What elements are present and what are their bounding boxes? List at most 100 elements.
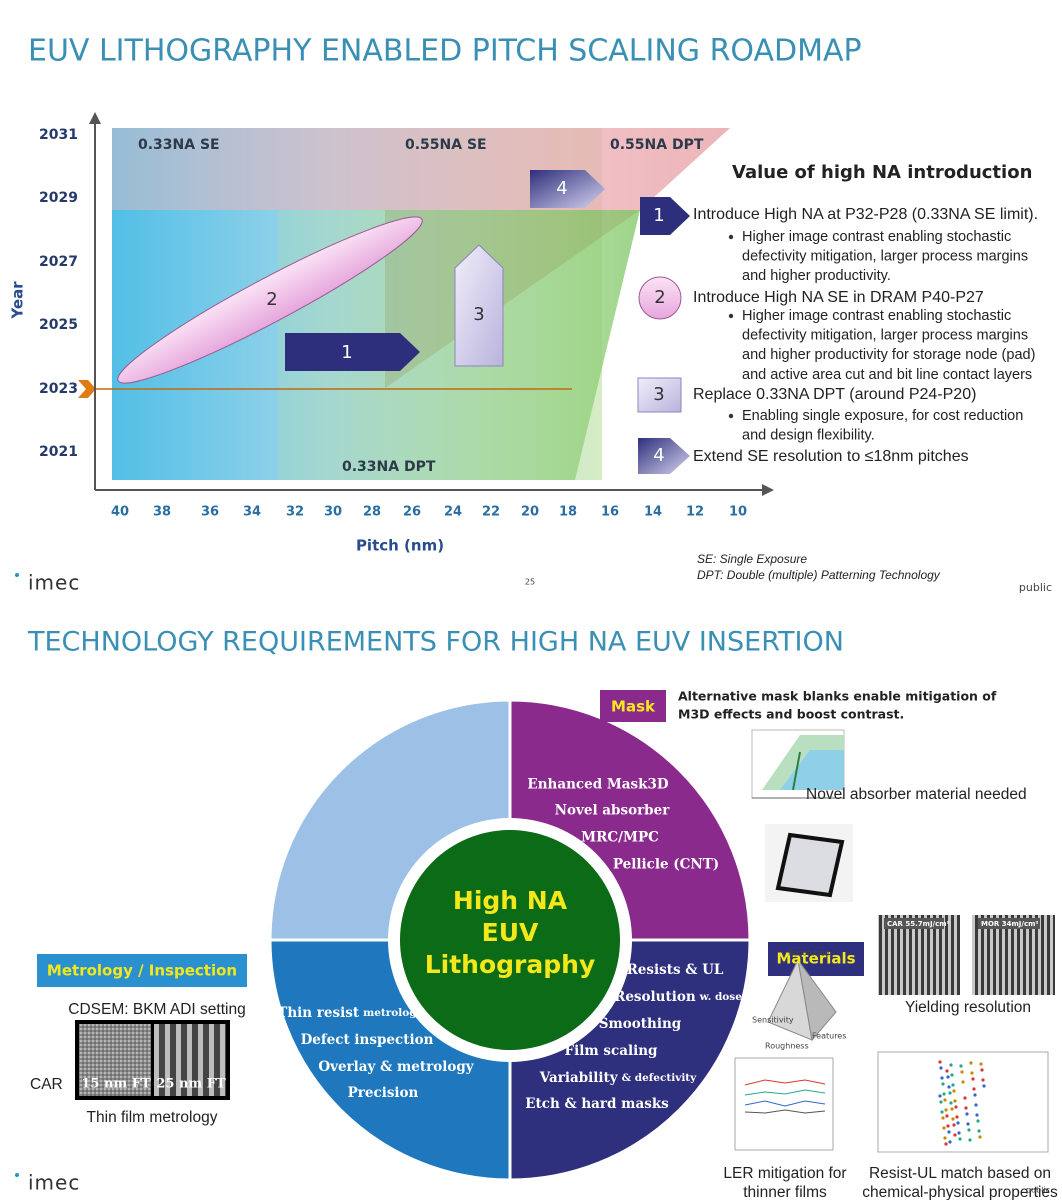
caption: CDSEM: BKM ADI setting: [68, 1001, 245, 1018]
dot: [978, 1135, 982, 1139]
segment-main: Film scaling: [565, 1043, 658, 1059]
sem-label: CAR 55.7mJ/cm²: [887, 920, 950, 928]
region-label: 0.55NA DPT: [610, 137, 704, 153]
year-label: 2029: [39, 190, 78, 206]
segment-main: Defect inspection: [301, 1032, 434, 1048]
item-number: 1: [653, 205, 664, 226]
dot: [946, 1124, 950, 1128]
icon-2: [638, 276, 682, 320]
region-label: 0.55NA SE: [405, 137, 487, 153]
caption: Resist-UL match based on: [869, 1165, 1051, 1182]
dot: [956, 1121, 960, 1125]
dot: [939, 1066, 943, 1070]
segment-label: Thin resist metrology: [277, 1005, 423, 1021]
pitch-label: 36: [201, 505, 219, 520]
logo-dot: [15, 1173, 19, 1177]
caption: LER mitigation for: [723, 1165, 846, 1182]
slide-requirements: [37, 690, 1055, 1182]
caption: Yielding resolution: [905, 999, 1031, 1016]
marker-label: 3: [473, 304, 484, 325]
pitch-label: 26: [403, 505, 421, 520]
marker-2: [117, 216, 423, 384]
pitch-label: 24: [444, 505, 462, 520]
box-label: Mask: [611, 698, 656, 716]
dot: [949, 1101, 953, 1105]
dot: [944, 1108, 948, 1112]
triangle-label: Roughness: [765, 1042, 809, 1051]
dot: [942, 1092, 946, 1096]
dot: [944, 1142, 948, 1146]
segment-label: Resists & UL: [627, 962, 724, 978]
dot: [947, 1130, 951, 1134]
segment-main: Resolution: [614, 989, 696, 1005]
dot: [940, 1076, 944, 1080]
dot: [971, 1077, 975, 1081]
pellicle-image: [765, 824, 853, 902]
hub-label: Lithography: [425, 950, 596, 979]
dot: [968, 1138, 972, 1142]
pitch-label: 28: [363, 505, 381, 520]
classification: public: [1026, 1186, 1050, 1195]
pitch-label: 20: [521, 505, 539, 520]
pitch-label: 38: [153, 505, 171, 520]
segment-label: Pellicle (CNT): [613, 857, 719, 873]
zone: [780, 750, 844, 790]
region-label: 0.33NA DPT: [342, 459, 436, 475]
panel-title: Value of high NA introduction: [732, 162, 1032, 183]
bullet-text: and higher productivity for storage node…: [742, 347, 1035, 363]
footnote: SE: Single Exposure: [697, 552, 807, 566]
materials-box: [768, 942, 864, 976]
segment-label: Film scaling: [565, 1043, 658, 1059]
dot: [979, 1062, 983, 1066]
absorber-chart: [751, 729, 845, 799]
dot: [952, 1123, 956, 1127]
ler-chart: [734, 1057, 834, 1151]
triangle-label: Features: [812, 1032, 846, 1041]
pitch-label: 32: [286, 505, 304, 520]
logo-dot: [15, 573, 19, 577]
segment-main: Thin resist: [277, 1005, 360, 1021]
y-axis-arrow: [89, 112, 101, 124]
y-axis-label: Year: [9, 281, 27, 320]
dot: [951, 1083, 955, 1087]
year-label: 2021: [39, 444, 78, 460]
dot: [950, 1107, 954, 1111]
triangle-label: Sensitivity: [752, 1016, 794, 1025]
pitch-label: 40: [111, 505, 129, 520]
dot: [940, 1110, 944, 1114]
slide-roadmap: [78, 112, 774, 496]
dot: [941, 1116, 945, 1120]
segment-main: Variability: [539, 1070, 619, 1086]
logo: imec: [28, 571, 80, 595]
bullet-text: Enabling single exposure, for cost reduc…: [742, 408, 1023, 424]
dot: [967, 1128, 971, 1132]
dot: [938, 1060, 942, 1064]
dot: [964, 1106, 968, 1110]
item-heading: Replace 0.33NA DPT (around P24-P20): [693, 386, 976, 403]
dot: [950, 1073, 954, 1077]
year-label: 2023: [39, 381, 78, 397]
hub: [400, 830, 620, 1050]
triangle-label: Resolution: [788, 949, 830, 958]
bullet: [728, 234, 734, 240]
region-overlap: [385, 210, 640, 388]
marker-label: 2: [266, 289, 277, 310]
sem-label: 15 nm FT: [81, 1077, 151, 1092]
classification: public: [1019, 581, 1052, 594]
dot: [939, 1100, 943, 1104]
hub-label: EUV: [482, 918, 539, 947]
dot: [957, 1131, 961, 1135]
bullet-text: and higher productivity.: [742, 268, 891, 284]
arrow: [792, 751, 801, 791]
dot: [952, 1089, 956, 1093]
dot: [951, 1117, 955, 1121]
segment-small: w. dose: [699, 991, 743, 1003]
dot: [965, 1112, 969, 1116]
triangle-diagram: [767, 958, 837, 1042]
item-number: 3: [653, 384, 664, 405]
bullet-text: defectivity mitigation, larger process m…: [742, 249, 1028, 265]
segment-main: Overlay & metrology: [318, 1059, 474, 1075]
dot: [943, 1136, 947, 1140]
dot: [938, 1094, 942, 1098]
